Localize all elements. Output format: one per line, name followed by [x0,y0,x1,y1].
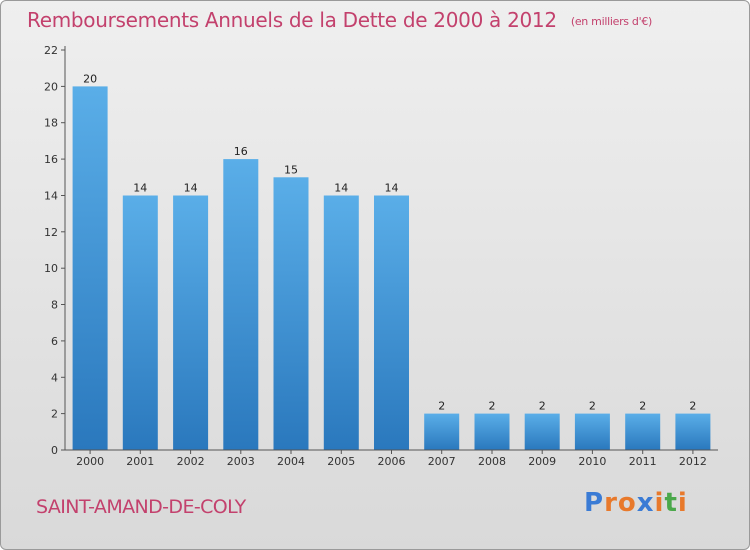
x-tick-label-2010: 2010 [578,455,606,468]
logo-letter: o [617,488,637,518]
data-label-2001: 14 [133,182,147,195]
data-label-2000: 20 [83,72,97,85]
bar-2002 [173,195,209,450]
logo-letter: t [664,488,678,518]
logo-letter: P [584,488,605,518]
chart-title-text: Remboursements Annuels de la Dette de 20… [27,8,557,32]
data-label-2002: 14 [184,182,198,195]
logo-letter: r [604,488,618,518]
y-tick-label-10: 10 [44,262,58,275]
bar-2003 [223,159,259,450]
chart-subtitle: (en milliers d'€) [570,15,653,28]
y-tick-label-4: 4 [51,371,58,384]
y-tick-label-12: 12 [44,226,58,239]
bar-2007 [424,413,460,450]
bar-2008 [474,413,510,450]
data-label-2004: 15 [284,163,298,176]
x-tick-label-2008: 2008 [478,455,506,468]
y-tick-label-18: 18 [44,117,58,130]
y-tick-label-16: 16 [44,153,58,166]
data-label-2012: 2 [689,400,696,413]
y-tick-label-14: 14 [44,190,58,203]
chart-title: Remboursements Annuels de la Dette de 20… [27,8,652,32]
bar-2000 [72,86,108,451]
bar-2010 [574,413,610,450]
bars-group [72,86,711,451]
bar-2001 [122,195,158,450]
y-tick-label-0: 0 [51,444,58,457]
bar-2011 [625,413,661,450]
x-tick-label-2011: 2011 [629,455,657,468]
data-label-2011: 2 [639,400,646,413]
x-tick-label-2003: 2003 [227,455,255,468]
data-label-2006: 14 [385,182,399,195]
data-label-2005: 14 [334,182,348,195]
labels-group: 2020001420011420021620031520041420051420… [44,44,707,468]
x-tick-label-2006: 2006 [378,455,406,468]
x-tick-label-2001: 2001 [126,455,154,468]
bar-2004 [273,177,309,451]
bar-2006 [374,195,409,450]
y-tick-label-6: 6 [51,335,58,348]
data-label-2003: 16 [234,145,248,158]
data-label-2010: 2 [589,400,596,413]
x-tick-label-2004: 2004 [277,455,305,468]
x-tick-label-2005: 2005 [327,455,355,468]
y-tick-label-22: 22 [44,44,58,57]
commune-name: SAINT-AMAND-DE-COLY [36,496,246,518]
data-label-2009: 2 [539,400,546,413]
logo-letter: i [654,488,665,518]
logo-letter: x [636,488,655,518]
y-tick-label-2: 2 [51,408,58,421]
y-tick-label-8: 8 [51,299,58,312]
bar-2012 [675,413,711,450]
x-tick-label-2007: 2007 [428,455,456,468]
data-label-2008: 2 [489,400,496,413]
bar-2009 [524,413,560,450]
x-tick-label-2009: 2009 [528,455,556,468]
axes-group [61,46,718,454]
x-tick-label-2012: 2012 [679,455,707,468]
proxiti-logo: Proxiti [584,488,688,518]
x-tick-label-2002: 2002 [177,455,205,468]
x-tick-label-2000: 2000 [76,455,104,468]
logo-letter: i [677,488,688,518]
y-tick-label-20: 20 [44,80,58,93]
bar-2005 [323,195,359,450]
data-label-2007: 2 [438,400,445,413]
